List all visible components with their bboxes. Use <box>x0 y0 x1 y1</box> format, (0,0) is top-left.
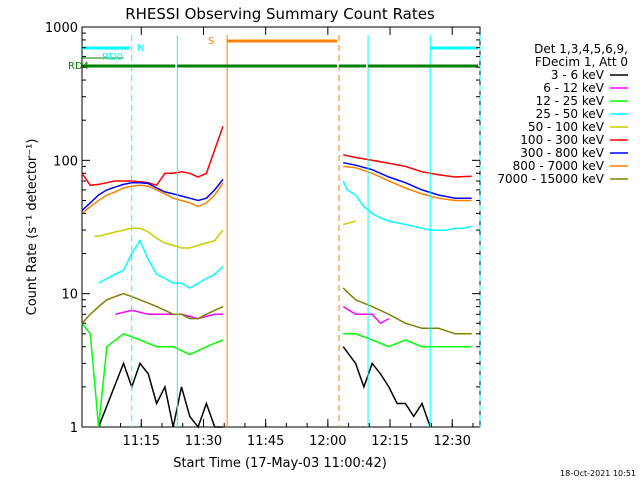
series-line <box>81 165 472 214</box>
x-tick-label: 12:00 <box>309 434 346 449</box>
plot-frame <box>81 26 481 428</box>
x-tick-label: 11:15 <box>123 434 160 449</box>
annotation-n: N <box>137 43 144 54</box>
series-line <box>97 346 432 429</box>
y-axis-label: Count Rate (s⁻¹ detector⁻¹) <box>25 139 40 316</box>
y-tick-label: 1 <box>70 421 78 436</box>
x-axis-label: Start Time (17-May-03 11:00:42) <box>173 456 387 471</box>
annotation-s: S <box>208 36 214 47</box>
legend-label: 50 - 100 keV <box>528 120 605 134</box>
legend-label: 25 - 50 keV <box>536 107 605 121</box>
x-tick-label: 12:15 <box>371 434 408 449</box>
x-tick-label: 12:30 <box>433 434 470 449</box>
legend-label: 100 - 300 keV <box>520 133 604 147</box>
annotation-rd0: RD0 <box>102 52 123 63</box>
series-line <box>98 180 472 289</box>
legend-label: 800 - 7000 keV <box>513 159 605 173</box>
series-line <box>81 322 472 428</box>
legend-label: 300 - 800 keV <box>520 146 604 160</box>
chart-title: RHESSI Observing Summary Count Rates <box>125 5 435 23</box>
legend-label: 7000 - 15000 keV <box>497 172 604 186</box>
series-line <box>94 220 356 249</box>
y-tick-label: 100 <box>53 154 78 169</box>
series-line <box>81 126 472 187</box>
legend-label: 6 - 12 keV <box>543 81 605 95</box>
series-line <box>81 161 472 212</box>
series-line <box>115 305 390 325</box>
legend-label: 3 - 6 keV <box>551 68 605 82</box>
legend-label: 12 - 25 keV <box>536 94 605 108</box>
series-line <box>81 287 472 335</box>
legend-header: FDecim 1, Att 0 <box>535 55 628 69</box>
y-tick-label: 10 <box>61 288 78 303</box>
footer-date: 18-Oct-2021 10:51 <box>560 469 636 478</box>
y-tick-label: 1000 <box>45 21 78 36</box>
legend-header: Det 1,3,4,5,6,9, <box>534 42 628 56</box>
x-tick-label: 11:45 <box>247 434 284 449</box>
x-tick-label: 11:30 <box>185 434 222 449</box>
annotation-rd4: RD4 <box>68 61 89 72</box>
